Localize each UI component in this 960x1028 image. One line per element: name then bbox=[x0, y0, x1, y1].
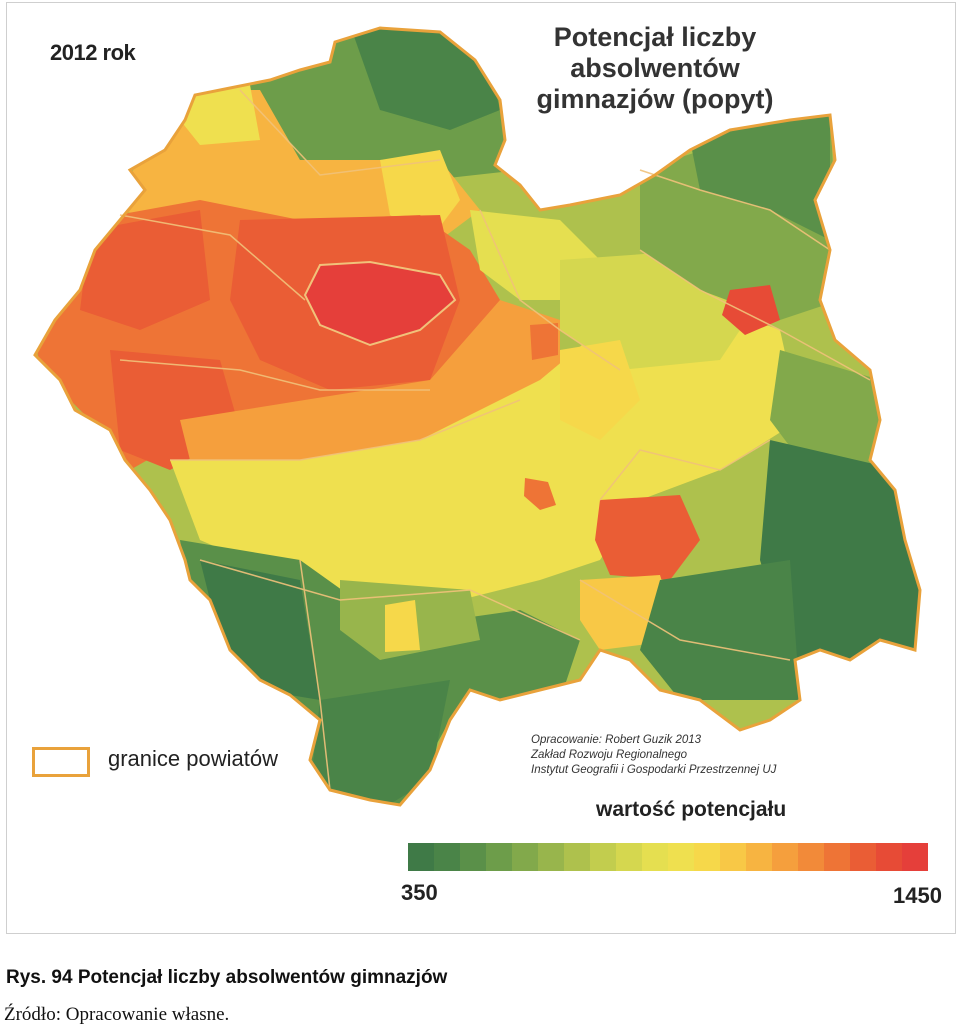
county-border-line bbox=[199, 559, 581, 641]
core-city-area bbox=[303, 260, 457, 347]
west-deep-red-area bbox=[80, 210, 210, 330]
map-title-line: gimnazjów (popyt) bbox=[536, 84, 774, 114]
southeast-dark-area bbox=[760, 440, 920, 660]
county-border-line bbox=[479, 209, 621, 371]
credits-line: Zakład Rozwoju Regionalnego bbox=[531, 749, 687, 761]
scale-swatch bbox=[538, 843, 564, 871]
credits-line: Opracowanie: Robert Guzik 2013 bbox=[531, 734, 702, 746]
small-city-area bbox=[524, 478, 556, 510]
credits-line: Instytut Geografii i Gospodarki Przestrz… bbox=[531, 764, 777, 776]
southwest-dark-area bbox=[200, 560, 320, 700]
scale-swatch bbox=[720, 843, 746, 871]
county-border-line bbox=[119, 214, 306, 301]
northeast-dark-area bbox=[690, 110, 830, 240]
scale-swatch bbox=[512, 843, 538, 871]
county-border-line bbox=[599, 439, 771, 501]
northwest-yellow-area bbox=[180, 85, 260, 145]
region-fill-group bbox=[35, 28, 920, 805]
scale-swatch bbox=[746, 843, 772, 871]
scale-swatch bbox=[616, 843, 642, 871]
center-yellow-patch bbox=[560, 340, 640, 440]
south-tip-green-area bbox=[310, 680, 450, 805]
scale-swatch bbox=[460, 843, 486, 871]
credits-block: Opracowanie: Robert Guzik 2013 Zakład Ro… bbox=[531, 733, 776, 778]
map-title: Potencjał liczby absolwentów gimnazjów (… bbox=[505, 22, 805, 115]
year-label: 2012 rok bbox=[50, 40, 136, 65]
scale-swatch bbox=[642, 843, 668, 871]
scale-max-label: 1450 bbox=[893, 883, 942, 908]
scale-swatch bbox=[902, 843, 928, 871]
scale-swatch bbox=[876, 843, 902, 871]
region-map bbox=[33, 26, 922, 807]
scale-swatch bbox=[486, 843, 512, 871]
county-border-line bbox=[639, 249, 871, 381]
scale-swatch bbox=[564, 843, 590, 871]
county-border-line bbox=[299, 559, 331, 791]
middle-yellow-band bbox=[170, 300, 800, 600]
boundary-legend-swatch bbox=[32, 747, 90, 777]
small-city-area-north bbox=[530, 323, 558, 360]
scale-min-label: 350 bbox=[401, 880, 438, 905]
scale-swatch bbox=[694, 843, 720, 871]
east-green-area bbox=[770, 350, 890, 470]
county-borders bbox=[119, 89, 871, 791]
county-border-line bbox=[119, 359, 430, 391]
scale-swatch bbox=[668, 843, 694, 871]
south-yellow-patch bbox=[385, 600, 420, 652]
county-border-line bbox=[170, 399, 521, 461]
map-title-line: Potencjał liczby bbox=[553, 22, 757, 52]
south-city-area bbox=[595, 495, 700, 580]
scale-swatch bbox=[434, 843, 460, 871]
county-border-line bbox=[639, 169, 831, 251]
scale-swatch bbox=[850, 843, 876, 871]
figure-caption: Rys. 94 Potencjał liczby absolwentów gim… bbox=[6, 967, 448, 988]
scale-swatch bbox=[824, 843, 850, 871]
map-title-line: absolwentów bbox=[570, 53, 740, 83]
scale-swatch bbox=[408, 843, 434, 871]
scale-swatch bbox=[590, 843, 616, 871]
scale-swatch bbox=[798, 843, 824, 871]
county-border-line bbox=[239, 89, 441, 176]
boundary-legend-label: granice powiatów bbox=[108, 746, 278, 771]
county-border-line bbox=[579, 579, 791, 661]
figure-source: Źródło: Opracowanie własne. bbox=[4, 1004, 230, 1025]
scale-swatch bbox=[772, 843, 798, 871]
color-scale-bar bbox=[408, 843, 928, 871]
south-green-area bbox=[640, 560, 800, 700]
scale-title: wartość potencjału bbox=[596, 798, 787, 821]
